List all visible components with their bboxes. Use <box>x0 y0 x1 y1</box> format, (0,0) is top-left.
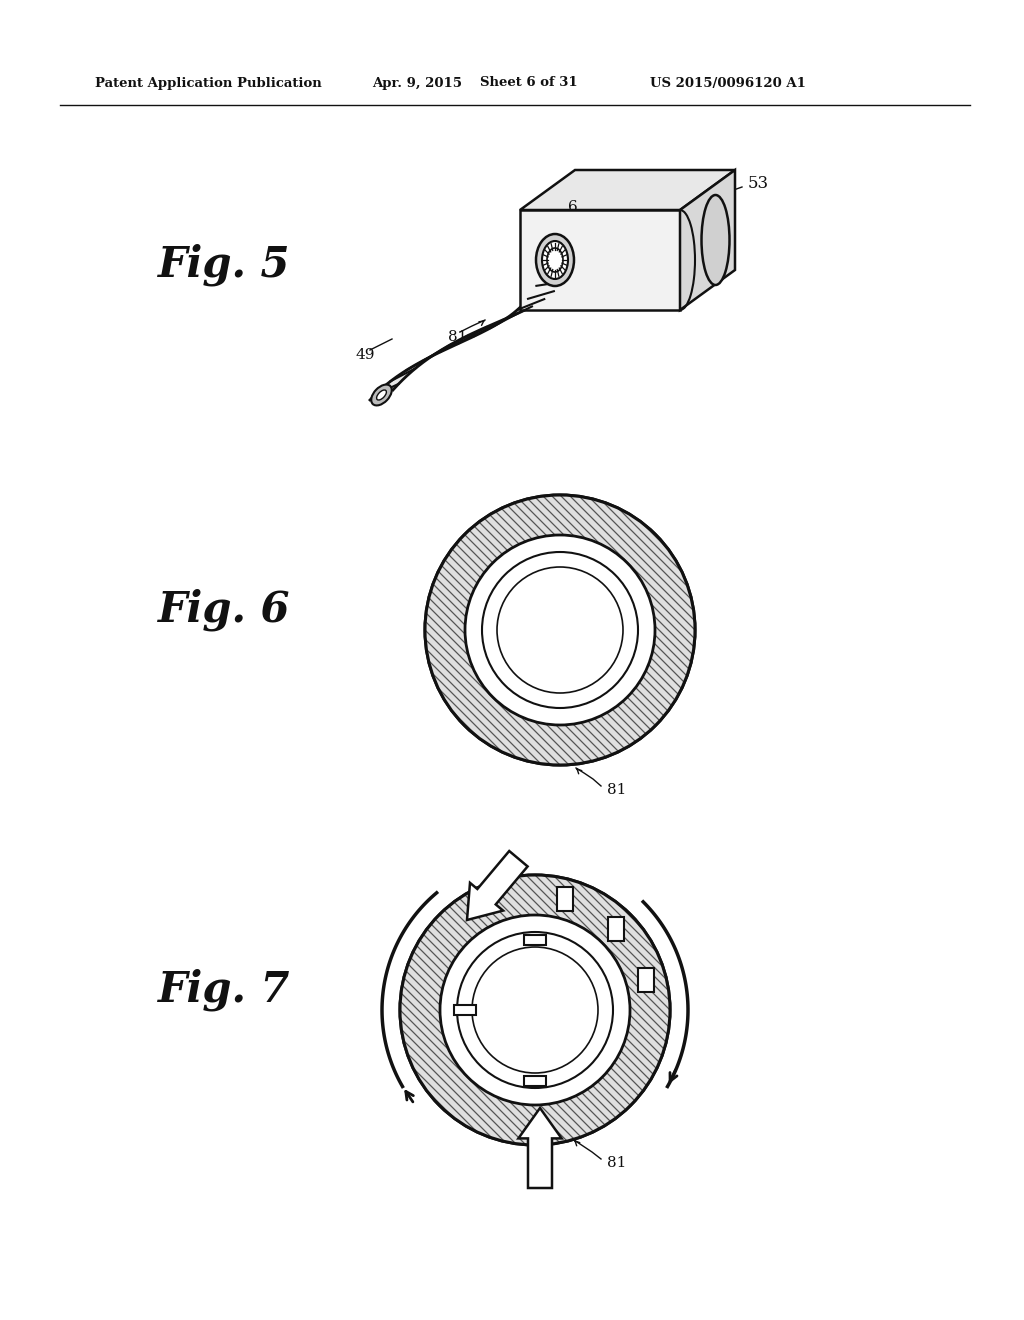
Text: Apr. 9, 2015: Apr. 9, 2015 <box>372 77 462 90</box>
Text: Patent Application Publication: Patent Application Publication <box>95 77 322 90</box>
Text: 49: 49 <box>355 348 375 362</box>
Bar <box>524 935 546 945</box>
Ellipse shape <box>547 248 563 272</box>
Circle shape <box>497 568 623 693</box>
Text: 81: 81 <box>607 783 627 797</box>
Text: 81: 81 <box>449 330 467 345</box>
Text: Sheet 6 of 31: Sheet 6 of 31 <box>480 77 578 90</box>
Ellipse shape <box>372 384 392 405</box>
Text: Fig. 5: Fig. 5 <box>158 244 291 286</box>
Bar <box>524 1076 546 1085</box>
Circle shape <box>472 946 598 1073</box>
Text: 53: 53 <box>748 174 769 191</box>
Bar <box>608 916 625 941</box>
Ellipse shape <box>542 242 568 279</box>
Ellipse shape <box>536 234 574 286</box>
Circle shape <box>457 932 613 1088</box>
Ellipse shape <box>701 195 729 285</box>
Polygon shape <box>467 851 527 920</box>
Circle shape <box>400 875 670 1144</box>
Text: Fig. 7: Fig. 7 <box>158 969 291 1011</box>
Circle shape <box>465 535 655 725</box>
Text: 6: 6 <box>670 263 680 277</box>
Bar <box>557 887 572 911</box>
Circle shape <box>440 915 630 1105</box>
Text: 6: 6 <box>568 201 578 214</box>
Bar <box>454 1005 475 1015</box>
Polygon shape <box>520 210 680 310</box>
Circle shape <box>482 552 638 708</box>
Polygon shape <box>680 170 735 310</box>
Text: Fig. 6: Fig. 6 <box>158 589 291 631</box>
Text: 81: 81 <box>607 1156 627 1170</box>
Bar <box>638 969 654 993</box>
Text: US 2015/0096120 A1: US 2015/0096120 A1 <box>650 77 806 90</box>
Circle shape <box>425 495 695 766</box>
Polygon shape <box>520 170 735 210</box>
Polygon shape <box>518 1107 561 1188</box>
Ellipse shape <box>377 389 386 400</box>
Polygon shape <box>370 279 563 400</box>
